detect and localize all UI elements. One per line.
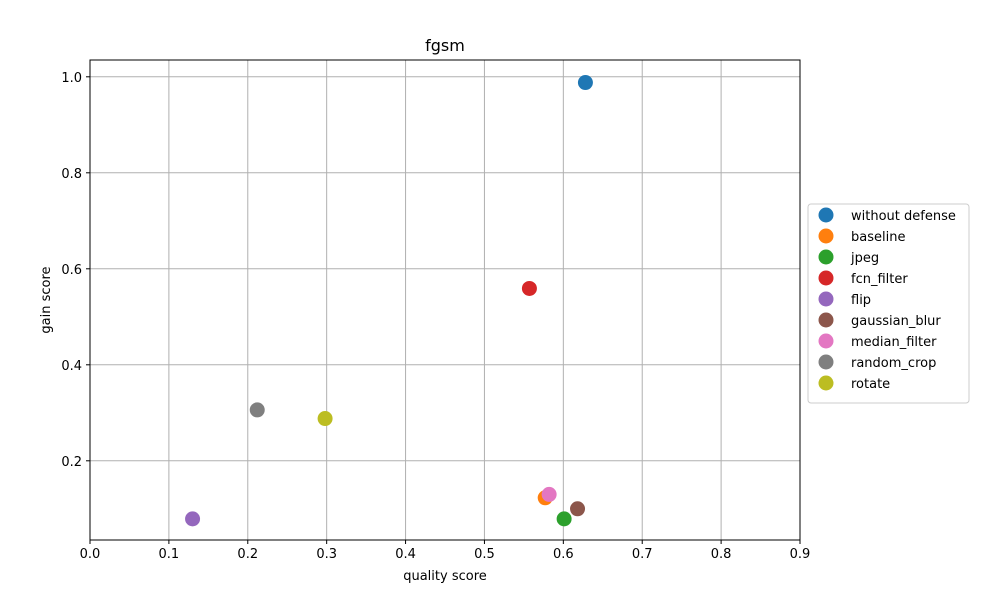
data-point-fcn-filter xyxy=(521,280,537,296)
y-axis-label: gain score xyxy=(39,266,54,333)
legend-marker xyxy=(818,270,834,286)
grid-lines xyxy=(89,60,801,540)
legend-frame xyxy=(807,203,970,404)
y-tick-label: 0.4 xyxy=(61,359,82,374)
y-tick-label: 0.8 xyxy=(61,167,82,182)
legend-marker xyxy=(818,291,834,307)
y-tick-label: 0.2 xyxy=(61,455,82,470)
data-point-rotate xyxy=(317,411,333,427)
x-axis-label: quality score xyxy=(403,569,487,584)
data-point-flip xyxy=(185,511,201,527)
data-points xyxy=(185,75,593,527)
legend-marker xyxy=(818,312,834,328)
y-tick-label: 1.0 xyxy=(61,71,82,86)
y-axis-ticks: 0.2 0.4 0.6 0.8 1.0 xyxy=(61,71,90,470)
data-point-jpeg xyxy=(556,511,572,527)
legend-label: random_crop xyxy=(851,356,936,371)
data-point-median-filter xyxy=(541,486,557,502)
data-point-gaussian-blur xyxy=(570,501,586,517)
plot-area-frame xyxy=(89,59,801,541)
x-tick-label: 0.4 xyxy=(395,547,416,562)
legend-marker xyxy=(818,354,834,370)
legend-label: rotate xyxy=(851,377,890,392)
legend-label: median_filter xyxy=(851,335,937,350)
y-tick-label: 0.6 xyxy=(61,263,82,278)
legend: without defense baseline jpeg fcn_filterfli… xyxy=(807,203,970,404)
chart-title: fgsm xyxy=(425,36,465,55)
legend-label: fcn_filter xyxy=(851,272,908,287)
legend-marker xyxy=(818,207,834,223)
legend-marker xyxy=(818,333,834,349)
x-axis-ticks: 0.0 0.1 0.2 0.3 0.4 0.5 0.6 0.7 0.8 0.9 xyxy=(80,540,811,562)
x-tick-label: 0.7 xyxy=(632,547,653,562)
legend-marker xyxy=(818,249,834,265)
legend-label: without defense xyxy=(851,209,956,224)
legend-label: baseline xyxy=(851,230,905,245)
x-tick-label: 0.9 xyxy=(790,547,811,562)
data-point-without-defense xyxy=(577,75,593,91)
legend-label: gaussian_blur xyxy=(851,314,941,329)
data-point-random-crop xyxy=(249,402,265,418)
legend-marker xyxy=(818,228,834,244)
x-tick-label: 0.3 xyxy=(316,547,337,562)
legend-label: jpeg xyxy=(850,251,879,266)
x-tick-label: 0.5 xyxy=(474,547,495,562)
legend-label: flip xyxy=(851,293,871,308)
x-tick-label: 0.6 xyxy=(553,547,574,562)
x-tick-label: 0.0 xyxy=(80,547,101,562)
legend-marker xyxy=(818,375,834,391)
x-tick-label: 0.8 xyxy=(711,547,732,562)
x-tick-label: 0.1 xyxy=(159,547,180,562)
x-tick-label: 0.2 xyxy=(237,547,258,562)
